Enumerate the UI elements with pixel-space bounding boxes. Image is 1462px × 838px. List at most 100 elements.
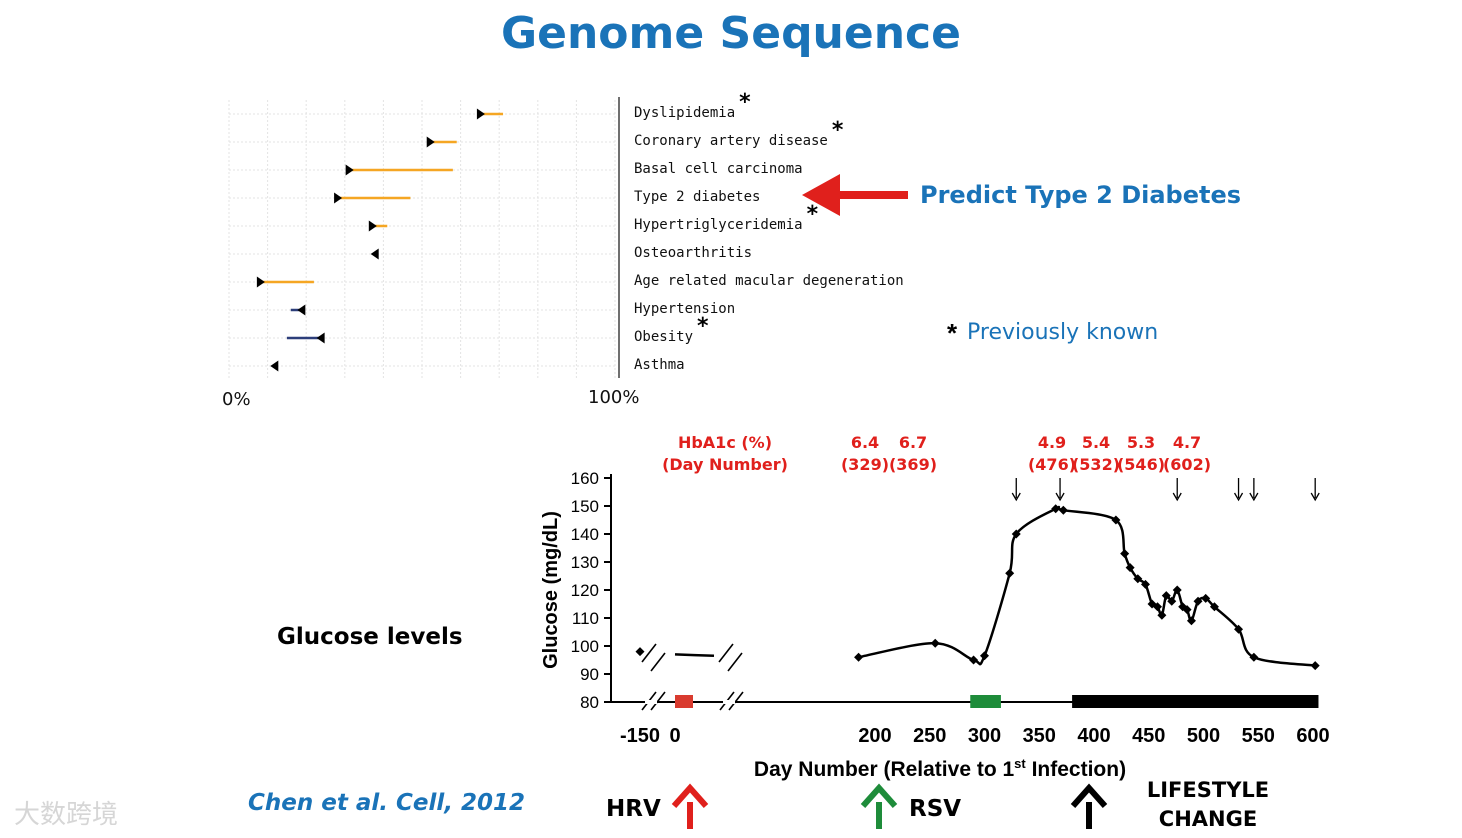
risk-marker-3 <box>334 192 343 204</box>
glucose-point <box>1182 605 1192 615</box>
hba1c-measurement: 6.4 (329) <box>835 432 895 476</box>
event-bar-2 <box>1072 695 1319 708</box>
known-star-icon: * <box>806 202 819 227</box>
glucose-levels-label: Glucose levels <box>277 624 463 650</box>
hba1c-value: 6.7 <box>898 433 928 452</box>
disease-label-text: Obesity <box>634 329 694 345</box>
disease-label: Type 2 diabetes <box>634 189 760 205</box>
risk-marker-8 <box>316 332 325 344</box>
glucose-x-tick-label: 450 <box>1132 725 1165 747</box>
disease-label: Asthma <box>634 357 685 373</box>
page-title: Genome Sequence <box>501 8 961 59</box>
disease-label: Coronary artery disease <box>634 133 828 149</box>
glucose-x-tick-label: 400 <box>1077 725 1110 747</box>
glucose-x-tick-label: 550 <box>1242 725 1275 747</box>
glucose-y-tick-label: 90 <box>580 665 599 684</box>
hba1c-measurement: 6.7 (369) <box>883 432 943 476</box>
legend-star: * <box>947 318 958 348</box>
glucose-point <box>1157 610 1167 620</box>
glucose-point <box>1201 593 1211 603</box>
hba1c-measurement: 4.7 (602) <box>1157 432 1217 476</box>
glucose-point <box>1193 596 1203 606</box>
hba1c-value: 5.3 <box>1126 433 1156 452</box>
predict-arrow-icon <box>802 174 908 216</box>
axis-break-mark <box>650 691 666 711</box>
axis-break-gap <box>645 700 657 704</box>
hba1c-value: 6.4 <box>850 433 880 452</box>
hba1c-day: (476) <box>1027 455 1077 474</box>
lifestyle-line2: CHANGE <box>1158 807 1258 831</box>
risk-axis-max-label: 100% <box>588 387 640 408</box>
disease-label-text: Basal cell carcinoma <box>634 161 803 177</box>
hba1c-arrow-head <box>1055 492 1065 502</box>
glucose-x-tick-label: 0 <box>669 725 680 747</box>
glucose-point <box>1167 596 1177 606</box>
glucose-point <box>1249 652 1259 662</box>
hrv-arrow-icon <box>671 783 709 829</box>
glucose-series <box>635 504 1320 671</box>
glucose-point <box>980 651 989 661</box>
glucose-point <box>1209 602 1219 612</box>
glucose-point <box>854 652 864 662</box>
disease-label-text: Asthma <box>634 357 685 373</box>
event-arrows <box>671 783 1108 829</box>
risk-marker-7 <box>297 304 306 316</box>
glucose-y-axis-title: Glucose (mg/dL) <box>540 511 562 669</box>
known-star-icon: * <box>831 118 844 143</box>
axis-break-mark <box>727 652 743 672</box>
glucose-x-tick-label: 200 <box>858 725 891 747</box>
hba1c-arrow-head <box>1233 492 1244 502</box>
glucose-point <box>1058 505 1068 515</box>
axis-break-gap <box>723 700 735 704</box>
hba1c-day: (602) <box>1162 455 1212 474</box>
hba1c-value: 4.7 <box>1172 433 1202 452</box>
disease-label: Basal cell carcinoma <box>634 161 803 177</box>
risk-axis-min-label: 0% <box>222 389 251 410</box>
glucose-point <box>1140 579 1150 589</box>
glucose-point <box>635 647 645 657</box>
glucose-y-tick-label: 150 <box>571 497 599 516</box>
glucose-x-tick-label: 250 <box>913 725 946 747</box>
glucose-point <box>1161 591 1171 601</box>
hba1c-day: (546) <box>1116 455 1166 474</box>
glucose-y-tick-label: 110 <box>572 609 599 628</box>
disease-label: Obesity <box>634 329 693 345</box>
known-star-icon: * <box>739 90 751 115</box>
glucose-axes: 80 90 100 110 120 130 140 150 160 -150 0 200 250 300 3… <box>540 469 1330 781</box>
axis-break-mark <box>728 691 744 711</box>
lifestyle-arrow-icon <box>1070 783 1108 829</box>
glucose-point <box>1120 549 1130 559</box>
axis-break-mark <box>650 652 666 672</box>
event-bar-1 <box>970 695 1001 708</box>
hba1c-arrows <box>1011 478 1320 502</box>
axis-break-mark <box>641 643 657 663</box>
glucose-y-tick-label: 160 <box>571 469 599 488</box>
lifestyle-line1: LIFESTYLE <box>1146 778 1270 802</box>
disease-label-text: Coronary artery disease <box>634 133 828 149</box>
hba1c-value: 4.9 <box>1037 433 1067 452</box>
glucose-point <box>1310 661 1320 671</box>
glucose-point <box>1186 616 1196 626</box>
glucose-y-tick-label: 140 <box>571 525 599 544</box>
legend-previously-known: Previously known <box>967 320 1159 345</box>
hba1c-header-line1: HbA1c (%) <box>677 433 773 452</box>
glucose-y-tick-label: 130 <box>571 553 599 572</box>
risk-marker-5 <box>370 248 379 260</box>
glucose-y-tick-label: 80 <box>580 693 599 712</box>
disease-label: Hypertension <box>634 301 735 317</box>
hba1c-header: HbA1c (%) (Day Number) <box>660 432 790 476</box>
disease-label: Osteoarthritis <box>634 245 752 261</box>
disease-label-text: Hypertriglyceridemia <box>634 217 803 233</box>
hba1c-arrow-head <box>1249 492 1259 502</box>
glucose-point <box>1111 515 1121 525</box>
hba1c-arrow-head <box>1011 492 1021 502</box>
hba1c-day: (329) <box>840 455 890 474</box>
risk-marker-9 <box>270 360 279 372</box>
glucose-event-bars <box>675 695 1319 708</box>
glucose-point <box>1234 624 1244 634</box>
rsv-arrow-icon <box>860 783 898 829</box>
disease-label-text: Dyslipidemia <box>634 105 736 121</box>
glucose-y-tick-label: 100 <box>571 637 599 656</box>
glucose-point <box>1005 568 1015 578</box>
